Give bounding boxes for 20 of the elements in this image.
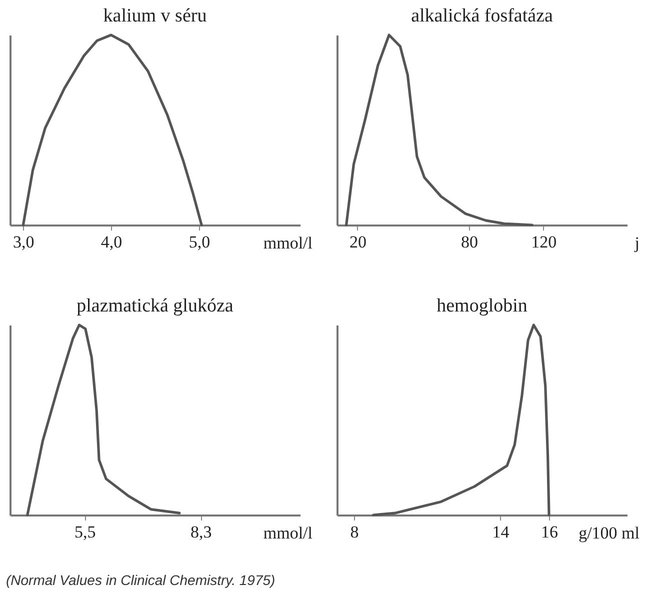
x-tick-label: 4,0 [100,232,122,252]
chart-title: alkalická fosfatáza [411,6,554,27]
x-axis-title: mmol/l [263,234,313,252]
x-axis-title: mmol/l [263,524,313,542]
text: (Normal Values in Clinical Chemistry. 1975) [6,572,276,588]
x-tick-label: 20 [349,232,366,252]
x-tick-label: 5,0 [188,232,210,252]
x-tick-label: 80 [460,232,478,252]
x-tick-label: 16 [541,522,558,542]
chart-title: hemoglobin [436,296,528,317]
x-tick-label: 120 [531,232,557,252]
x-axis-title: g/100 ml [578,524,640,542]
x-tick-label: 3,0 [13,232,34,252]
x-axis-title: j [634,234,640,252]
x-tick-label: 5,5 [74,522,96,542]
x-tick-label: 8,3 [190,522,212,542]
x-tick-label: 8 [350,522,359,542]
chart-title: kalium v séru [103,6,208,27]
x-tick-label: 14 [492,522,510,542]
chart-title: plazmatická glukóza [76,296,234,317]
